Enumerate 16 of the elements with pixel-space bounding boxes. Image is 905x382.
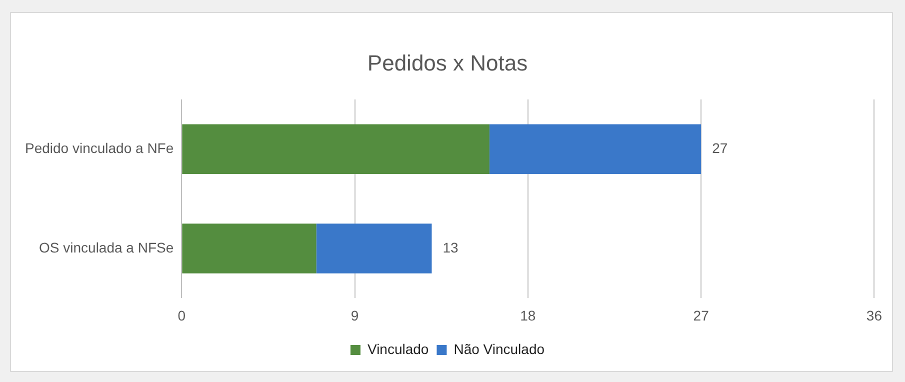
x-tick-label: 9 [350,307,359,324]
total-label: 13 [442,239,459,256]
legend-label: Vinculado [367,340,429,357]
x-tick-label: 36 [866,307,882,324]
y-tick-label: OS vinculada a NFSe [39,239,174,256]
total-label: 27 [712,140,728,156]
x-tick-label: 27 [693,307,710,324]
legend-label: Não Vinculado [454,340,545,357]
y-tick-label: Pedido vinculado a NFe [24,140,174,156]
x-tick-label: 0 [178,307,186,324]
x-tick-label: 18 [520,307,536,324]
chart-title: Pedidos x Notas [367,50,528,76]
bar [489,124,702,174]
bar [316,224,432,274]
bar [182,224,316,274]
bar [182,124,490,174]
